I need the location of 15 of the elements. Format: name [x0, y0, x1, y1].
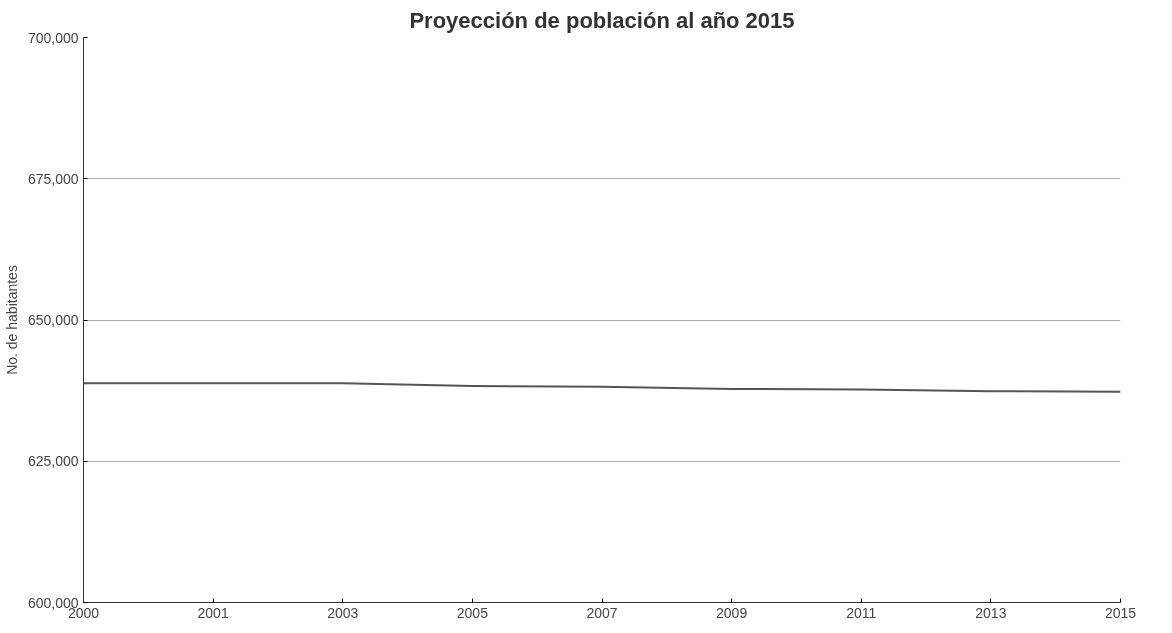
- x-tick-label: 2013: [975, 604, 1007, 621]
- y-axis-title: No. de habitantes: [3, 265, 20, 375]
- y-tick-label: 675,000: [27, 170, 79, 187]
- x-tick-label: 2003: [327, 604, 359, 621]
- y-tick-label: 625,000: [27, 453, 79, 470]
- x-tick-label: 2011: [846, 604, 877, 621]
- y-tick-label: 700,000: [27, 29, 79, 46]
- chart-title: Proyección de población al año 2015: [409, 7, 795, 33]
- line-series: [83, 382, 1121, 393]
- x-tick-label: 2001: [197, 604, 229, 621]
- x-tick-label: 2007: [586, 604, 618, 621]
- x-tick-label: 2015: [1104, 604, 1137, 621]
- x-tick-label: 2009: [716, 604, 748, 621]
- y-tick-label: 650,000: [27, 312, 79, 328]
- x-tick-label: 2005: [456, 604, 489, 621]
